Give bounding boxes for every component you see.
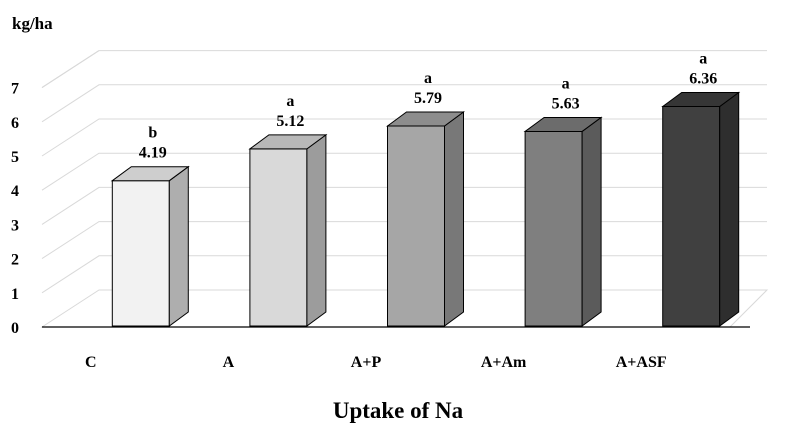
- bar-side-face: [581, 116, 602, 327]
- bar-top-face: [385, 111, 466, 127]
- bar-top-face: [110, 166, 190, 182]
- y-tick-label: 7: [11, 81, 19, 98]
- data-label: 5.12: [276, 113, 304, 130]
- bar-top-face: [661, 91, 741, 107]
- y-tick-label: 2: [11, 252, 19, 269]
- significance-label: a: [699, 50, 707, 67]
- bars: [110, 91, 741, 327]
- bar-top-face: [523, 116, 603, 132]
- y-tick-label: 6: [11, 115, 19, 132]
- bar-top-face: [248, 134, 328, 150]
- data-label: 6.36: [689, 70, 717, 87]
- gridline: [41, 50, 767, 89]
- x-tick-label: A+Am: [481, 354, 527, 371]
- x-tick-label: A: [223, 354, 235, 371]
- bar-side-face: [306, 133, 327, 327]
- y-tick-label: 5: [11, 149, 19, 166]
- bar-side-face: [444, 110, 464, 327]
- significance-label: a: [424, 70, 432, 87]
- data-label: 5.79: [414, 90, 442, 107]
- x-tick-label: A+ASF: [616, 354, 667, 371]
- bar-chart: 0 1 2 3 4 5 6 7 C A A+P A+Am A+ASF b 4.19 a 5.12 a 5.79 a 5…: [11, 50, 769, 371]
- significance-label: b: [148, 125, 157, 142]
- bar-a-p: [387, 125, 445, 327]
- gridline: [41, 84, 767, 123]
- bar-side-face: [719, 91, 740, 327]
- bar-a-asf: [662, 105, 721, 327]
- bar-side-face: [168, 165, 189, 327]
- data-label: 4.19: [139, 145, 167, 162]
- x-tick-label: A+P: [351, 354, 382, 371]
- bar-a-am: [524, 130, 583, 327]
- y-axis-unit-label: kg/ha: [12, 14, 53, 33]
- y-tick-label: 4: [11, 183, 19, 200]
- bar-c: [111, 180, 170, 327]
- chart-title: Uptake of Na: [332, 398, 464, 423]
- bar-a: [249, 148, 308, 327]
- data-labels: b 4.19 a 5.12 a 5.79 a 5.63 a 6.36: [139, 50, 717, 161]
- y-tick-label: 1: [11, 286, 19, 303]
- y-tick-label: 0: [11, 320, 19, 337]
- significance-label: a: [562, 75, 570, 92]
- significance-label: a: [286, 93, 294, 110]
- axes: 0 1 2 3 4 5 6 7 C A A+P A+Am A+ASF: [11, 81, 750, 371]
- x-tick-label: C: [85, 354, 97, 371]
- y-tick-label: 3: [11, 217, 19, 234]
- data-label: 5.63: [552, 95, 580, 112]
